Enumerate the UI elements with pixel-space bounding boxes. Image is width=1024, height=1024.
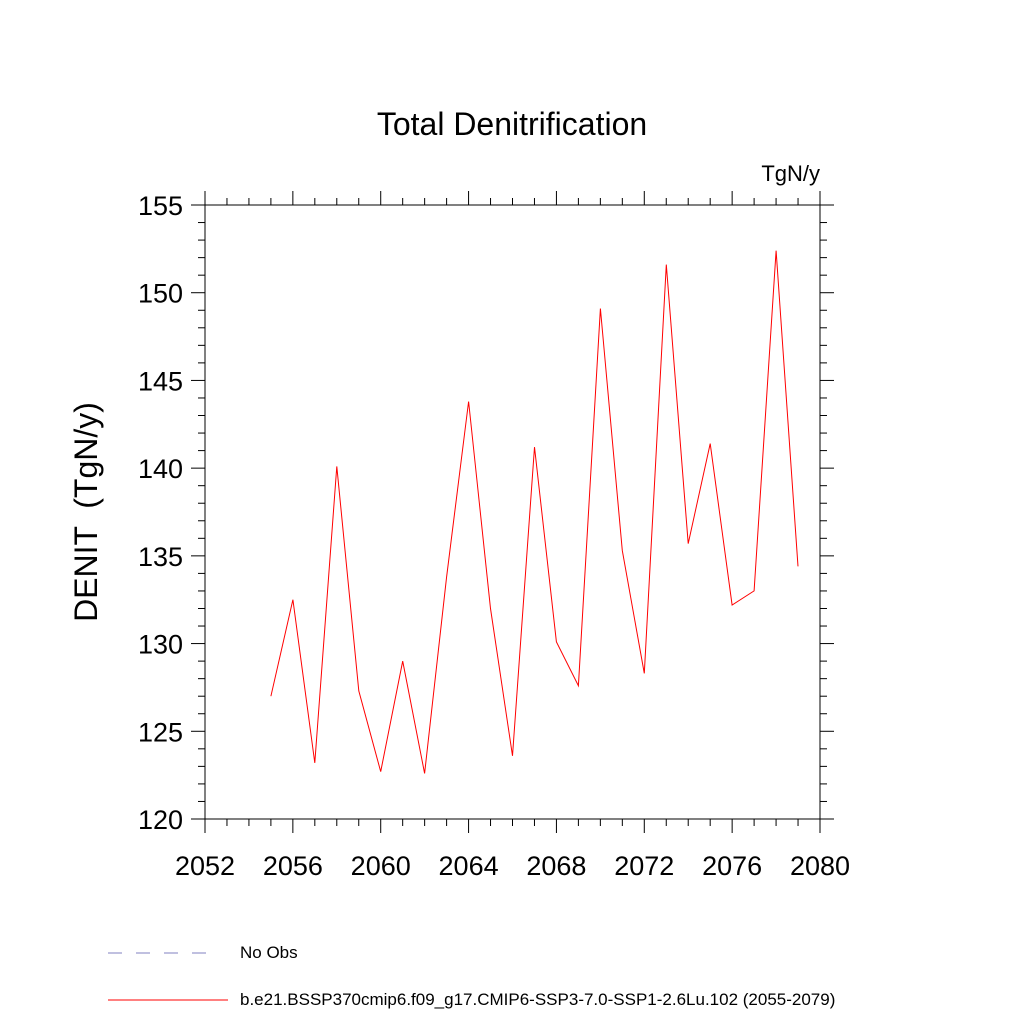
units-label: TgN/y (761, 161, 820, 186)
x-tick-label: 2064 (439, 851, 499, 881)
y-tick-label: 140 (138, 454, 183, 484)
series-line (270, 250, 799, 774)
legend-solid-line (108, 999, 228, 1001)
legend-item-model: b.e21.BSSP370cmip6.f09_g17.CMIP6-SSP3-7.… (108, 990, 835, 1010)
x-tick-label: 2076 (702, 851, 762, 881)
legend-label-model: b.e21.BSSP370cmip6.f09_g17.CMIP6-SSP3-7.… (240, 990, 836, 1009)
x-tick-label: 2060 (351, 851, 411, 881)
series-group (270, 250, 799, 774)
y-tick-label: 120 (138, 805, 183, 835)
y-tick-label: 155 (138, 191, 183, 221)
x-tick-label: 2072 (614, 851, 674, 881)
x-tick-label: 2052 (175, 851, 235, 881)
x-tick-label: 2080 (790, 851, 850, 881)
x-tick-label: 2056 (263, 851, 323, 881)
legend-item-no-obs: No Obs (108, 943, 298, 963)
chart-title: Total Denitrification (377, 106, 647, 142)
x-tick-label: 2068 (526, 851, 586, 881)
y-tick-label: 145 (138, 366, 183, 396)
axes: 2052 2056 2060 2064 2068 2072 2076 2080 120 125 13… (138, 191, 850, 881)
y-axis-label: DENIT (TgN/y) (68, 402, 104, 622)
y-tick-label: 125 (138, 717, 183, 747)
y-tick-label: 135 (138, 542, 183, 572)
y-tick-label: 150 (138, 279, 183, 309)
plot-frame (204, 204, 821, 820)
y-tick-label: 130 (138, 630, 183, 660)
legend-label-no-obs: No Obs (240, 943, 298, 962)
legend-dashed-line (108, 952, 218, 954)
